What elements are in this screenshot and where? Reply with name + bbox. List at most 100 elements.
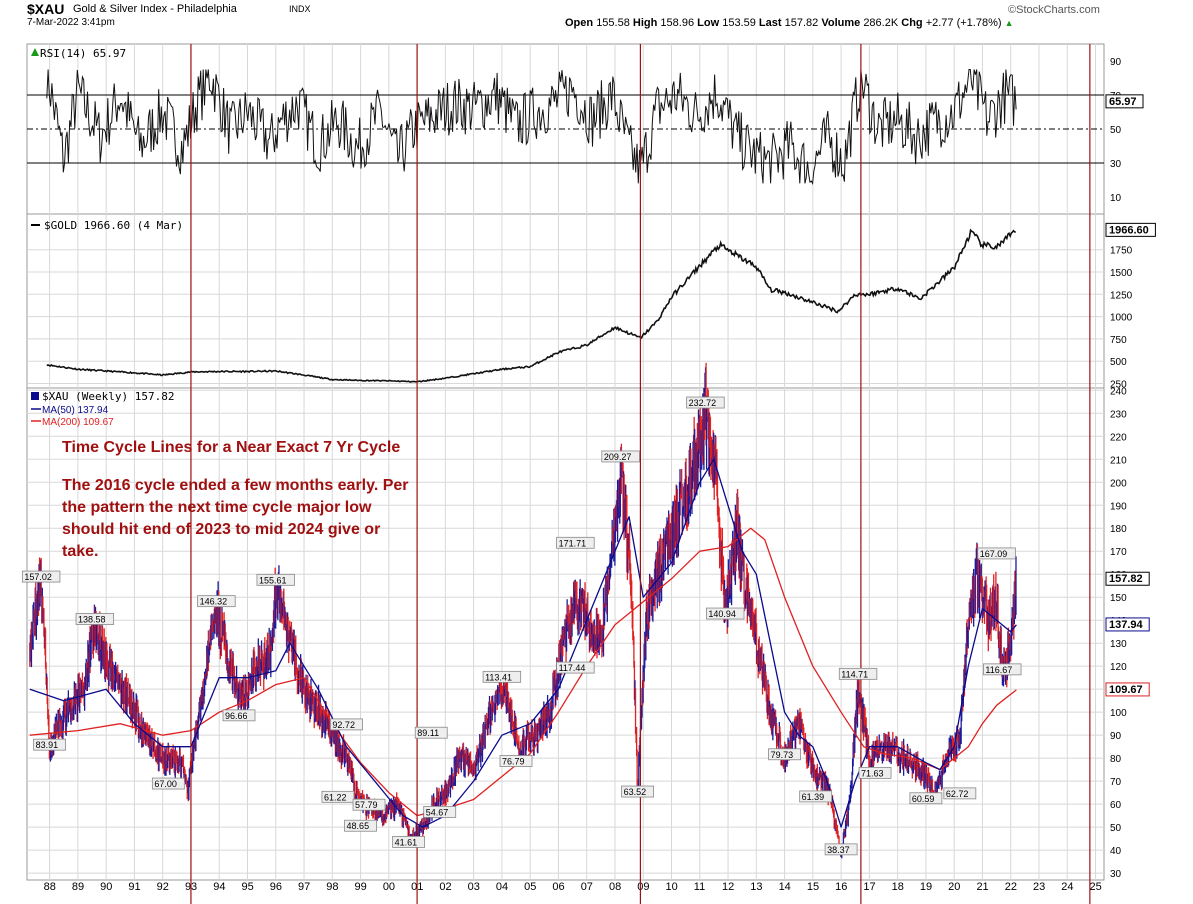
rsi-y-tick-label: 50 — [1110, 125, 1122, 136]
price-label: 67.00 — [154, 779, 177, 789]
xau-last-tag: 157.82 — [1109, 573, 1143, 585]
chart-header: $XAU Gold & Silver Index - Philadelphia … — [27, 0, 1107, 44]
x-tick-label: 02 — [439, 881, 451, 893]
xau-y-tick-label: 150 — [1110, 593, 1127, 604]
price-label-box — [151, 777, 185, 790]
x-tick-label: 23 — [1033, 881, 1045, 893]
price-label-box — [197, 595, 236, 608]
price-label: 114.71 — [841, 669, 868, 679]
ma-legend-label: MA(50) 137.94 — [42, 405, 109, 416]
xau-bars-icon — [31, 392, 39, 400]
x-tick-label: 22 — [1005, 881, 1017, 893]
ma-legend-label: MA(200) 109.67 — [42, 417, 114, 428]
x-tick-label: 92 — [157, 881, 169, 893]
price-label-box — [423, 805, 457, 818]
annotation-line: The 2016 cycle ended a few months early.… — [62, 477, 409, 494]
price-label-box — [33, 738, 67, 751]
price-label: 83.91 — [36, 740, 59, 750]
ma50-last-tag: 137.94 — [1109, 619, 1144, 631]
price-label-box — [392, 836, 426, 848]
price-label-box — [321, 790, 355, 803]
x-tick-label: 04 — [496, 881, 508, 893]
price-label-box — [686, 396, 725, 409]
price-label-box — [909, 792, 943, 805]
x-tick-label: 07 — [581, 881, 593, 893]
ma50-line — [29, 458, 1017, 828]
xau-panel-title: $XAU (Weekly) 157.82 — [42, 390, 174, 403]
xau-y-tick-label: 50 — [1110, 823, 1122, 834]
x-tick-label: 90 — [100, 881, 112, 893]
price-label: 89.11 — [417, 728, 439, 738]
price-label: 63.52 — [624, 787, 647, 797]
x-tick-label: 06 — [552, 881, 564, 893]
x-tick-label: 18 — [892, 881, 904, 893]
annotation-line: take. — [62, 543, 99, 560]
xau-y-tick-label: 70 — [1110, 777, 1122, 788]
x-tick-label: 19 — [920, 881, 932, 893]
price-label: 140.94 — [708, 609, 736, 619]
x-tick-label: 96 — [270, 881, 282, 893]
datetime: 7-Mar-2022 3:41pm — [27, 17, 115, 28]
price-label: 157.02 — [24, 572, 52, 582]
x-tick-label: 20 — [948, 881, 960, 893]
xau-y-tick-label: 240 — [1110, 386, 1127, 397]
exchange: INDX — [289, 4, 311, 14]
rsi-y-tick-label: 10 — [1110, 193, 1122, 204]
gold-y-tick-label: 250 — [1110, 380, 1127, 391]
price-label: 48.65 — [347, 821, 370, 831]
xau-y-tick-label: 210 — [1110, 455, 1127, 466]
price-label-box — [824, 843, 858, 856]
price-label-box — [601, 450, 640, 463]
last-label: Last — [758, 17, 782, 29]
x-tick-label: 10 — [666, 881, 678, 893]
x-tick-label: 14 — [779, 881, 791, 893]
high-label: High — [632, 17, 658, 29]
gold-y-tick-label: 1000 — [1110, 313, 1133, 324]
price-label: 41.61 — [395, 837, 418, 847]
xau-y-tick-label: 220 — [1110, 432, 1127, 443]
price-label: 61.39 — [802, 792, 825, 802]
price-label: 155.61 — [259, 575, 287, 585]
x-tick-label: 91 — [128, 881, 140, 893]
price-label: 117.44 — [559, 663, 586, 673]
gold-panel-title: $GOLD 1966.60 (4 Mar) — [44, 219, 183, 232]
x-tick-label: 09 — [637, 881, 649, 893]
rsi-series-line — [46, 69, 1017, 186]
high-value: 158.96 — [660, 17, 695, 29]
price-label-box — [482, 670, 522, 683]
price-label: 209.27 — [604, 452, 632, 462]
price-label-box — [838, 667, 878, 680]
gold-last-tag: 1966.60 — [1109, 224, 1149, 236]
x-tick-label: 13 — [750, 881, 762, 893]
gold-y-tick-label: 1250 — [1110, 290, 1133, 301]
price-label-box — [943, 787, 977, 800]
price-label: 92.72 — [332, 720, 355, 730]
x-tick-label: 11 — [694, 881, 705, 893]
x-tick-label: 89 — [72, 881, 84, 893]
open-label: Open — [565, 17, 594, 29]
ma50-last-tag-box — [1105, 617, 1150, 632]
annotation-line: should hit end of 2023 to mid 2024 give … — [62, 521, 381, 538]
x-tick-label: 88 — [44, 881, 56, 893]
x-tick-label: 05 — [524, 881, 536, 893]
last-value: 157.82 — [784, 17, 819, 29]
volume-value: 286.2K — [863, 17, 899, 29]
xau-y-tick-label: 190 — [1110, 501, 1127, 512]
price-label: 76.79 — [502, 757, 525, 767]
panel-frame — [26, 387, 1105, 881]
price-label: 60.59 — [912, 794, 935, 804]
gold-y-tick-label: 500 — [1110, 357, 1127, 368]
brand: ©StockCharts.com — [1008, 4, 1100, 16]
xau-y-tick-label: 90 — [1110, 731, 1122, 742]
index-name: Gold & Silver Index - Philadelphia — [73, 3, 237, 15]
price-label: 54.67 — [426, 807, 449, 817]
x-tick-label: 00 — [383, 881, 395, 893]
symbol: $XAU — [27, 1, 65, 17]
price-label-box — [352, 798, 386, 811]
gold-y-tick-label: 1500 — [1110, 268, 1133, 279]
xau-y-tick-label: 40 — [1110, 846, 1122, 857]
price-label-box — [621, 785, 654, 798]
xau-y-tick-label: 30 — [1110, 869, 1122, 880]
rsi-panel-title: RSI(14) 65.97 — [40, 47, 126, 60]
